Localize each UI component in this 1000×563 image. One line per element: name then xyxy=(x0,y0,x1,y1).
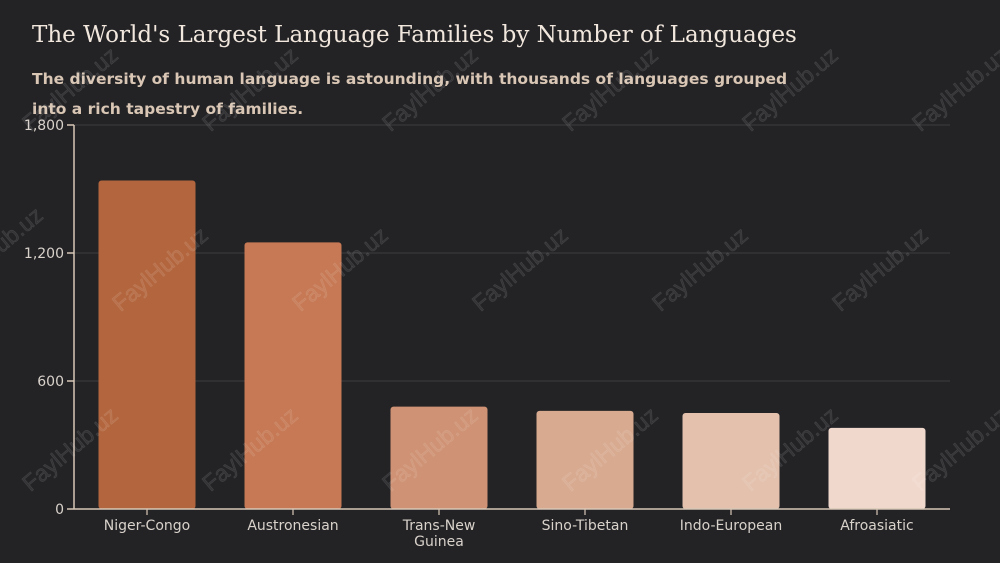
y-axis-ticks: 0 600 1,200 1,800 xyxy=(24,118,74,518)
x-tick-label-line: Sino-Tibetan xyxy=(542,518,629,534)
bar-indo-european xyxy=(682,413,780,509)
bar-niger-congo xyxy=(98,180,196,509)
x-tick-label-line: Trans-New xyxy=(402,518,476,534)
y-tick-label: 1,200 xyxy=(24,246,64,262)
x-tick-label-line: Guinea xyxy=(414,534,464,550)
x-axis-ticks: Niger-Congo Austronesian Trans-New Guinea Si… xyxy=(104,509,914,550)
chart-title: The World's Largest Language Families by… xyxy=(32,22,797,48)
x-tick-label: Austronesian xyxy=(247,518,338,534)
y-tick-label: 600 xyxy=(37,374,64,390)
x-tick-label: Afroasiatic xyxy=(840,518,913,534)
bar-afroasiatic xyxy=(828,427,926,509)
x-tick-label-line: Indo-European xyxy=(680,518,782,534)
y-tick-label: 0 xyxy=(55,502,64,518)
bar-sino-tibetan xyxy=(536,410,634,509)
bar-trans-new-guinea xyxy=(390,406,488,509)
bar-austronesian xyxy=(244,242,342,510)
y-tick-label: 1,800 xyxy=(24,118,64,134)
bars xyxy=(98,180,926,510)
axes xyxy=(73,125,950,510)
x-tick-label: Sino-Tibetan xyxy=(542,518,629,534)
x-tick-label: Trans-New Guinea xyxy=(402,518,476,550)
gridlines xyxy=(74,124,950,382)
x-tick-label-line: Austronesian xyxy=(247,518,338,534)
chart-subtitle: The diversity of human language is astou… xyxy=(32,70,788,118)
x-tick-label-line: Afroasiatic xyxy=(840,518,913,534)
x-tick-label: Indo-European xyxy=(680,518,782,534)
x-tick-label-line: Niger-Congo xyxy=(104,518,190,534)
x-tick-label: Niger-Congo xyxy=(104,518,190,534)
